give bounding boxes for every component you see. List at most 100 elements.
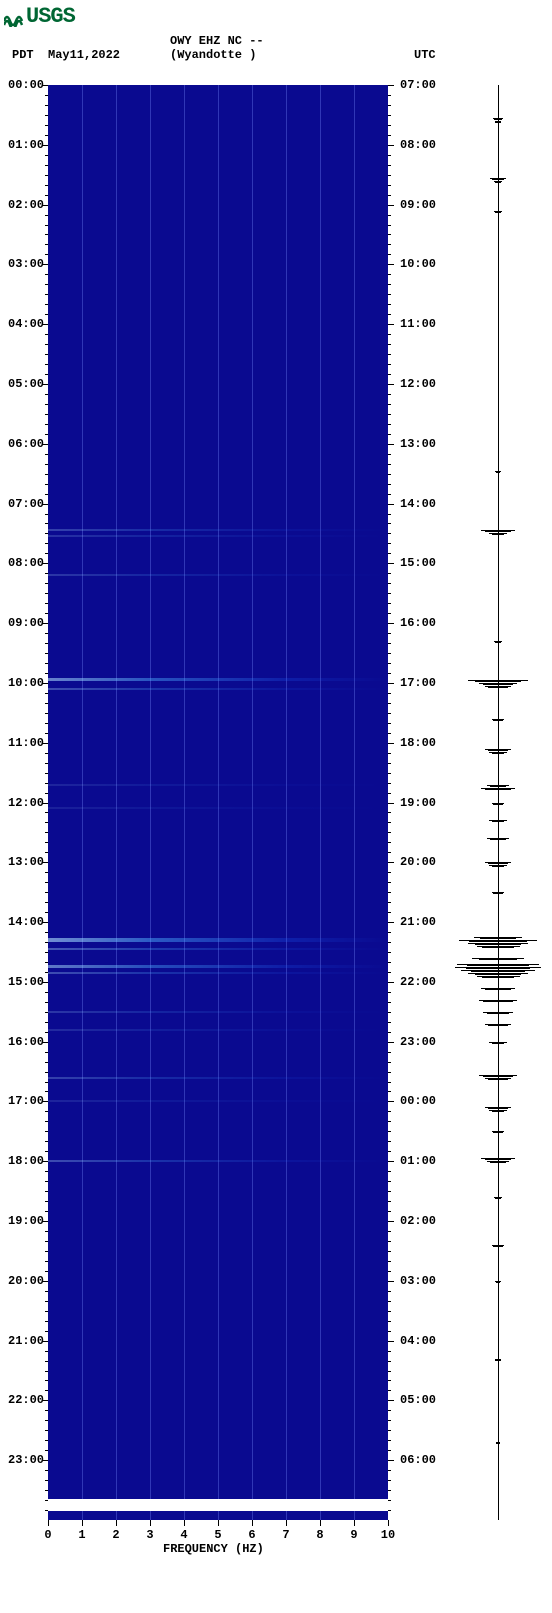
spectrogram-gridline (82, 85, 83, 1520)
right-tick (388, 1161, 394, 1162)
left-minor-tick (45, 583, 48, 584)
left-tick (42, 1341, 48, 1342)
right-minor-tick (388, 912, 391, 913)
seismogram-spike (490, 786, 506, 787)
right-tick (388, 324, 394, 325)
left-time-label: 14:00 (8, 915, 44, 929)
left-minor-tick (45, 1380, 48, 1381)
right-tick (388, 205, 394, 206)
right-minor-tick (388, 1002, 391, 1003)
left-minor-tick (45, 304, 48, 305)
seismogram-spike (485, 789, 511, 790)
right-minor-tick (388, 244, 391, 245)
right-minor-tick (388, 155, 391, 156)
right-minor-tick (388, 1022, 391, 1023)
right-minor-tick (388, 294, 391, 295)
right-minor-tick (388, 1301, 391, 1302)
left-minor-tick (45, 793, 48, 794)
x-tick-label: 10 (380, 1528, 396, 1542)
x-tick-label: 3 (142, 1528, 158, 1542)
left-minor-tick (45, 1131, 48, 1132)
left-minor-tick (45, 1480, 48, 1481)
left-minor-tick (45, 972, 48, 973)
right-minor-tick (388, 1311, 391, 1312)
x-tick (82, 1520, 83, 1526)
right-time-label: 05:00 (400, 1393, 436, 1407)
right-minor-tick (388, 165, 391, 166)
right-minor-tick (388, 673, 391, 674)
right-time-label: 00:00 (400, 1094, 436, 1108)
right-minor-tick (388, 1171, 391, 1172)
left-minor-tick (45, 1420, 48, 1421)
right-minor-tick (388, 215, 391, 216)
right-minor-tick (388, 1211, 391, 1212)
left-time-label: 22:00 (8, 1393, 44, 1407)
seismogram-spike (471, 971, 526, 972)
left-minor-tick (45, 553, 48, 554)
left-minor-tick (45, 1002, 48, 1003)
left-minor-tick (45, 882, 48, 883)
right-tick (388, 1042, 394, 1043)
left-minor-tick (45, 135, 48, 136)
left-minor-tick (45, 1321, 48, 1322)
left-minor-tick (45, 225, 48, 226)
seismogram-spike (493, 893, 503, 894)
seismogram-spike (492, 534, 505, 535)
right-minor-tick (388, 533, 391, 534)
right-minor-tick (388, 1480, 391, 1481)
right-tick (388, 444, 394, 445)
left-time-label: 05:00 (8, 377, 44, 391)
left-minor-tick (45, 1211, 48, 1212)
spectrogram-signal (48, 688, 388, 690)
seismogram-spike (493, 720, 503, 721)
x-tick-label: 0 (40, 1528, 56, 1542)
right-time-label: 17:00 (400, 676, 436, 690)
spectrogram-signal (48, 1160, 388, 1162)
left-tick (42, 1221, 48, 1222)
x-tick (116, 1520, 117, 1526)
left-minor-tick (45, 753, 48, 754)
seismogram-spike (483, 1001, 512, 1002)
seismogram-spike (495, 642, 501, 643)
right-minor-tick (388, 344, 391, 345)
left-minor-tick (45, 175, 48, 176)
right-time-label: 12:00 (400, 377, 436, 391)
seismogram-panel (455, 85, 541, 1520)
right-minor-tick (388, 1380, 391, 1381)
left-minor-tick (45, 1251, 48, 1252)
right-minor-tick (388, 1261, 391, 1262)
right-minor-tick (388, 723, 391, 724)
seismogram-spike (487, 1013, 510, 1014)
spectrogram-signal (48, 535, 388, 537)
left-minor-tick (45, 484, 48, 485)
seismogram-spike (495, 1360, 500, 1361)
left-minor-tick (45, 952, 48, 953)
right-minor-tick (388, 494, 391, 495)
left-tick (42, 324, 48, 325)
right-minor-tick (388, 185, 391, 186)
spectrogram-signal (48, 1029, 388, 1031)
right-minor-tick (388, 603, 391, 604)
left-minor-tick (45, 1241, 48, 1242)
left-time-label: 19:00 (8, 1214, 44, 1228)
right-minor-tick (388, 484, 391, 485)
right-tick (388, 623, 394, 624)
spectrogram-gridline (354, 85, 355, 1520)
left-minor-tick (45, 593, 48, 594)
left-tick (42, 85, 48, 86)
left-minor-tick (45, 1500, 48, 1501)
left-time-label: 23:00 (8, 1453, 44, 1467)
left-minor-tick (45, 673, 48, 674)
left-minor-tick (45, 1430, 48, 1431)
right-minor-tick (388, 454, 391, 455)
left-minor-tick (45, 723, 48, 724)
left-minor-tick (45, 494, 48, 495)
left-time-label: 13:00 (8, 855, 44, 869)
right-minor-tick (388, 653, 391, 654)
seismogram-spike (492, 821, 505, 822)
right-minor-tick (388, 1470, 391, 1471)
spectrogram-gridline (116, 85, 117, 1520)
seismogram-spike (490, 1162, 506, 1163)
left-minor-tick (45, 783, 48, 784)
left-time-label: 09:00 (8, 616, 44, 630)
